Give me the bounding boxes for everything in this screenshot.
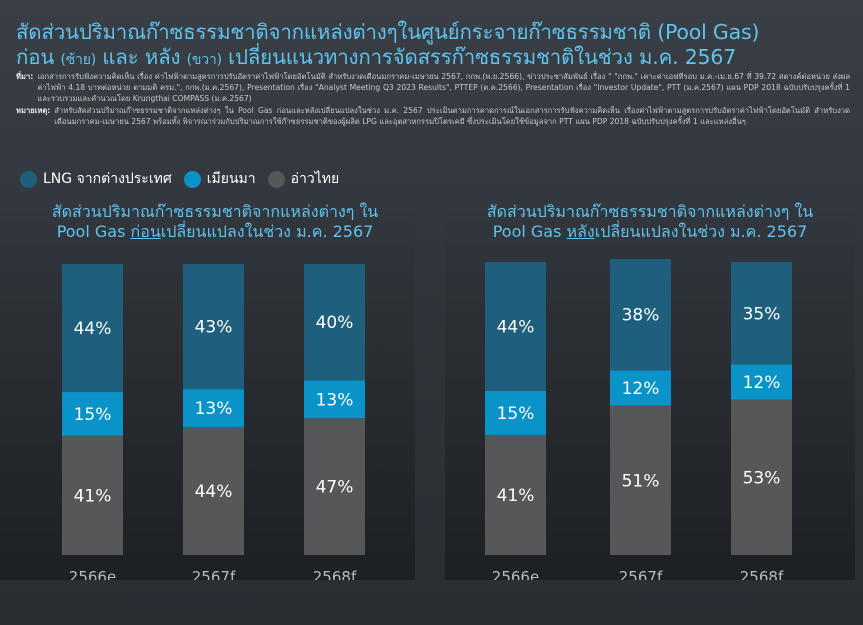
bar-segment-2568f-2 <box>304 264 365 381</box>
x-tick-label-2566e: 2566e <box>492 568 539 580</box>
data-label-2566e-1: 15% <box>74 405 112 425</box>
x-tick-label-2568f: 2568f <box>740 568 784 580</box>
title-left-note: (ซ้าย) <box>60 52 96 68</box>
remark-note: หมายเหตุ: สำหรับสัดส่วนปริมาณก๊าซธรรมชาต… <box>16 106 850 128</box>
data-label-2566e-0: 41% <box>74 486 112 506</box>
chart-panel-before: สัดส่วนปริมาณก๊าซธรรมชาติจากแหล่งต่างๆ ใ… <box>0 200 415 580</box>
title-line-2: ก่อน (ซ้าย) และ หลัง (ขวา) เปลี่ยนแนวทาง… <box>16 45 856 73</box>
title-and-after: และ หลัง <box>102 45 181 69</box>
legend-swatch-lng <box>20 170 37 188</box>
data-label-2567f-0: 51% <box>622 471 660 491</box>
chart-title-before: สัดส่วนปริมาณก๊าซธรรมชาติจากแหล่งต่างๆ ใ… <box>20 202 410 242</box>
chart-after-svg: 41% 15% 44% 2566e 51% 12% 38% 2567f 53% 12% 35% 256… <box>485 259 792 580</box>
x-tick-label-2567f: 2567f <box>619 568 663 580</box>
data-label-2568f-0: 47% <box>316 478 354 498</box>
data-label-2566e-2: 44% <box>497 317 535 337</box>
data-label-2568f-1: 12% <box>743 373 781 393</box>
legend-swatch-myanmar <box>183 170 201 188</box>
chart-title-before-keyword: ก่อน <box>130 222 161 241</box>
bar-segment-2568f-1 <box>731 364 792 400</box>
bar-segment-2567f-0 <box>183 426 244 555</box>
page-title: สัดส่วนปริมาณก๊าซธรรมชาติจากแหล่งต่างๆใน… <box>16 20 856 73</box>
data-label-2567f-1: 12% <box>622 379 660 399</box>
chart-panel-after: สัดส่วนปริมาณก๊าซธรรมชาติจากแหล่งต่างๆ ใ… <box>445 200 855 580</box>
bar-segment-2566e-1 <box>485 390 546 435</box>
remark-text: สำหรับสัดส่วนปริมาณก๊าซธรรมชาติจากแหล่งต… <box>54 106 850 127</box>
title-rest: เปลี่ยนแนวทางการจัดสรรก๊าซธรรมชาติในช่วง… <box>228 45 737 69</box>
legend-item-gulf: อ่าวไทย <box>267 168 340 190</box>
data-label-2567f-1: 13% <box>195 399 233 419</box>
title-before: ก่อน <box>16 45 55 69</box>
source-label: ที่มา: <box>16 72 34 81</box>
chart-title-after: สัดส่วนปริมาณก๊าซธรรมชาติจากแหล่งต่างๆ ใ… <box>445 202 855 242</box>
chart-title-after-line2: Pool Gas หลังเปลี่ยนแปลงในช่วง ม.ค. 2567 <box>445 222 855 242</box>
data-label-2567f-2: 43% <box>195 318 233 338</box>
chart-before-svg: 41% 15% 44% 2566e 44% 13% 43% 2567f 47% 13% 40% 256… <box>62 264 365 580</box>
bar-segment-2567f-1 <box>183 389 244 427</box>
legend-swatch-gulf <box>267 170 285 188</box>
bar-segment-2568f-0 <box>731 399 792 555</box>
chart-title-before-line2: Pool Gas ก่อนเปลี่ยนแปลงในช่วง ม.ค. 2567 <box>20 222 410 242</box>
x-tick-label-2567f: 2567f <box>192 568 236 580</box>
bar-segment-2567f-0 <box>610 405 671 555</box>
bar-segment-2566e-0 <box>485 434 546 555</box>
title-right-note: (ขวา) <box>186 52 222 68</box>
x-tick-label-2566e: 2566e <box>69 568 116 580</box>
legend-label-lng: LNG จากต่างประเทศ <box>43 171 172 187</box>
footnotes: ที่มา: เอกสารการรับฟังความคิดเห็น เรื่อง… <box>16 72 850 130</box>
data-label-2567f-2: 38% <box>622 306 660 326</box>
bar-segment-2566e-2 <box>62 264 123 393</box>
bar-segment-2567f-2 <box>610 259 671 371</box>
bar-segment-2567f-2 <box>183 264 244 390</box>
source-text: เอกสารการรับฟังความคิดเห็น เรื่อง ค่าไฟฟ… <box>37 72 850 103</box>
x-tick-label-2568f: 2568f <box>313 568 357 580</box>
data-label-2566e-1: 15% <box>497 404 535 424</box>
chart-title-before-pool: Pool Gas <box>56 222 126 241</box>
data-label-2568f-2: 35% <box>743 304 781 324</box>
bar-segment-2568f-0 <box>304 418 365 555</box>
chart-title-after-line1: สัดส่วนปริมาณก๊าซธรรมชาติจากแหล่งต่างๆ ใ… <box>486 202 814 221</box>
data-label-2568f-0: 53% <box>743 468 781 488</box>
data-label-2566e-0: 41% <box>497 486 535 506</box>
bar-segment-2566e-1 <box>62 392 123 436</box>
legend-label-gulf: อ่าวไทย <box>290 171 340 187</box>
chart-title-before-rest: เปลี่ยนแปลงในช่วง ม.ค. 2567 <box>160 222 374 241</box>
data-label-2567f-0: 44% <box>195 482 233 502</box>
chart-title-after-rest: เปลี่ยนแปลงในช่วง ม.ค. 2567 <box>594 222 808 241</box>
remark-label: หมายเหตุ: <box>16 106 51 116</box>
chart-title-after-pool: Pool Gas <box>492 222 562 241</box>
source-note: ที่มา: เอกสารการรับฟังความคิดเห็น เรื่อง… <box>16 72 850 104</box>
bar-segment-2568f-1 <box>304 380 365 419</box>
chart-title-after-keyword: หลัง <box>566 222 595 241</box>
data-label-2568f-1: 13% <box>316 390 354 410</box>
data-label-2568f-2: 40% <box>316 313 354 333</box>
bar-segment-2566e-0 <box>62 435 123 555</box>
bar-segment-2568f-2 <box>731 262 792 365</box>
data-label-2566e-2: 44% <box>74 319 112 339</box>
legend-item-myanmar: เมียนมา <box>183 168 256 190</box>
chart-title-before-line1: สัดส่วนปริมาณก๊าซธรรมชาติจากแหล่งต่างๆ ใ… <box>51 202 379 221</box>
bar-segment-2567f-1 <box>610 370 671 406</box>
legend-item-lng: LNG จากต่างประเทศ <box>20 168 172 190</box>
legend-label-myanmar: เมียนมา <box>206 171 256 187</box>
legend: LNG จากต่างประเทศ เมียนมา อ่าวไทย <box>20 168 351 190</box>
title-line-1: สัดส่วนปริมาณก๊าซธรรมชาติจากแหล่งต่างๆใน… <box>16 20 760 44</box>
bar-segment-2566e-2 <box>485 262 546 391</box>
